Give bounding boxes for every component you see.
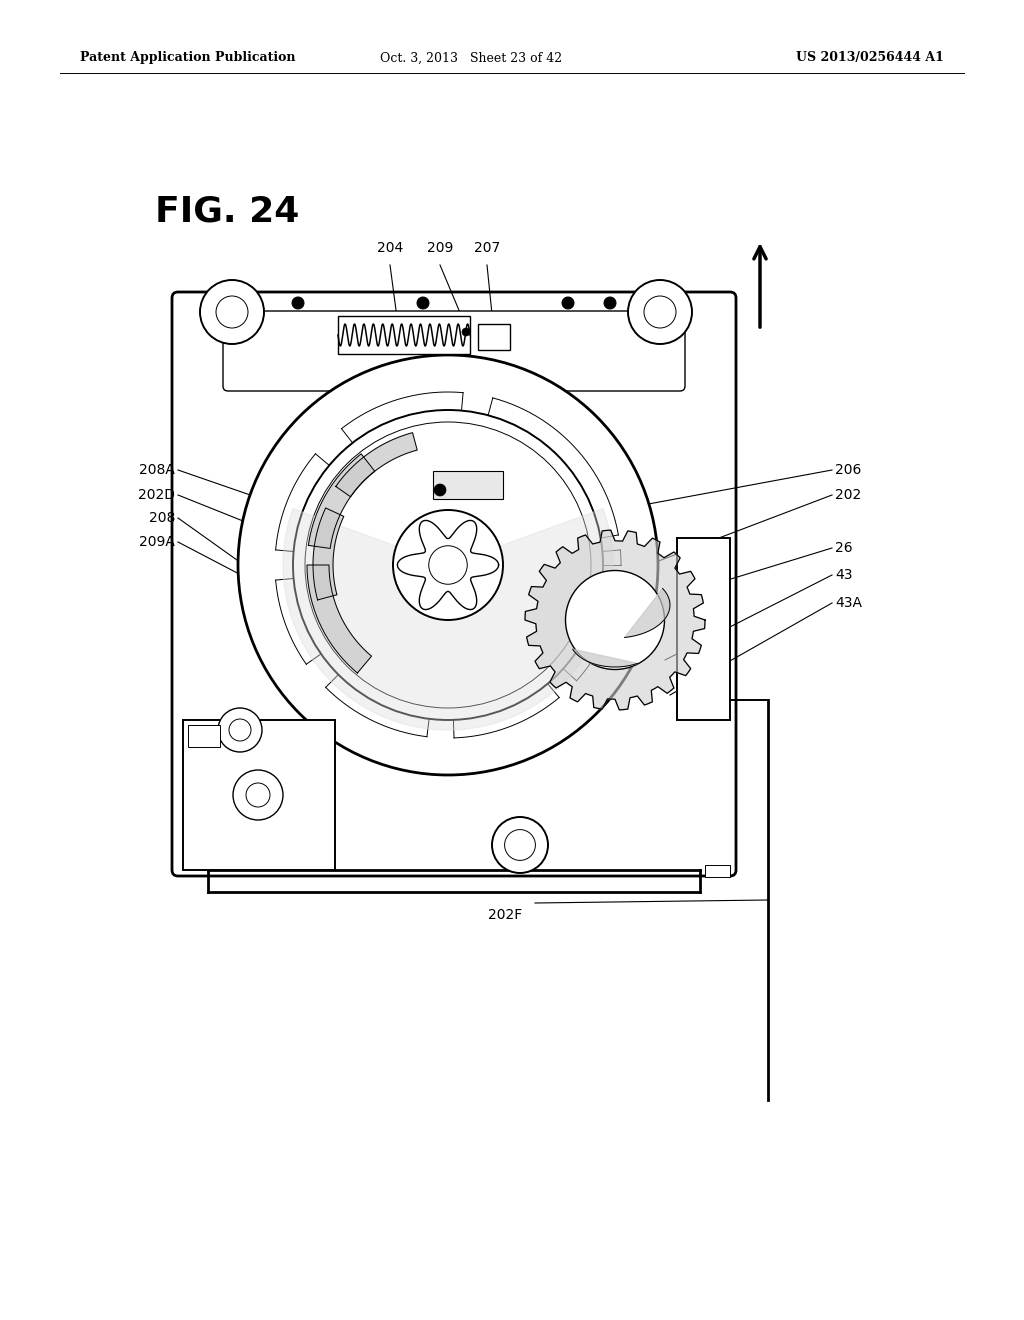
Circle shape <box>417 297 429 309</box>
Text: 204: 204 <box>377 242 403 255</box>
Circle shape <box>216 296 248 327</box>
FancyBboxPatch shape <box>223 312 685 391</box>
Text: 209: 209 <box>427 242 454 255</box>
Circle shape <box>229 719 251 741</box>
Polygon shape <box>283 508 613 730</box>
Circle shape <box>293 411 603 719</box>
Text: 202D: 202D <box>138 488 175 502</box>
Bar <box>478 323 510 350</box>
Text: Patent Application Publication: Patent Application Publication <box>80 51 296 65</box>
Bar <box>188 725 220 747</box>
Circle shape <box>565 570 665 669</box>
Bar <box>338 315 470 354</box>
Circle shape <box>604 297 616 309</box>
Circle shape <box>233 770 283 820</box>
Polygon shape <box>308 454 375 548</box>
Circle shape <box>246 783 270 807</box>
Text: 202F: 202F <box>487 908 522 921</box>
Text: 202: 202 <box>835 488 861 502</box>
Circle shape <box>492 817 548 873</box>
Circle shape <box>562 297 574 309</box>
Circle shape <box>218 708 262 752</box>
FancyBboxPatch shape <box>172 292 736 876</box>
Text: US 2013/0256444 A1: US 2013/0256444 A1 <box>796 51 944 65</box>
Polygon shape <box>525 531 705 710</box>
Text: 208: 208 <box>148 511 175 525</box>
Circle shape <box>429 545 467 585</box>
Polygon shape <box>313 508 344 601</box>
Bar <box>433 471 503 499</box>
Circle shape <box>644 296 676 327</box>
Circle shape <box>462 327 470 337</box>
Polygon shape <box>336 433 417 496</box>
Text: 26: 26 <box>835 541 853 554</box>
Circle shape <box>434 484 446 496</box>
Circle shape <box>505 829 536 861</box>
Text: 206: 206 <box>835 463 861 477</box>
Text: 208A: 208A <box>139 463 175 477</box>
Circle shape <box>292 297 304 309</box>
Text: 43A: 43A <box>835 597 862 610</box>
Polygon shape <box>572 649 638 667</box>
Polygon shape <box>307 565 372 673</box>
Circle shape <box>628 280 692 345</box>
Bar <box>183 719 335 870</box>
Text: 43: 43 <box>835 568 853 582</box>
Circle shape <box>393 510 503 620</box>
Circle shape <box>238 355 658 775</box>
Text: Oct. 3, 2013   Sheet 23 of 42: Oct. 3, 2013 Sheet 23 of 42 <box>380 51 562 65</box>
Text: 207: 207 <box>474 242 500 255</box>
Bar <box>705 865 730 876</box>
Text: 209A: 209A <box>139 535 175 549</box>
Circle shape <box>200 280 264 345</box>
Polygon shape <box>625 589 670 638</box>
Text: FIG. 24: FIG. 24 <box>155 195 299 228</box>
Bar <box>677 539 730 719</box>
